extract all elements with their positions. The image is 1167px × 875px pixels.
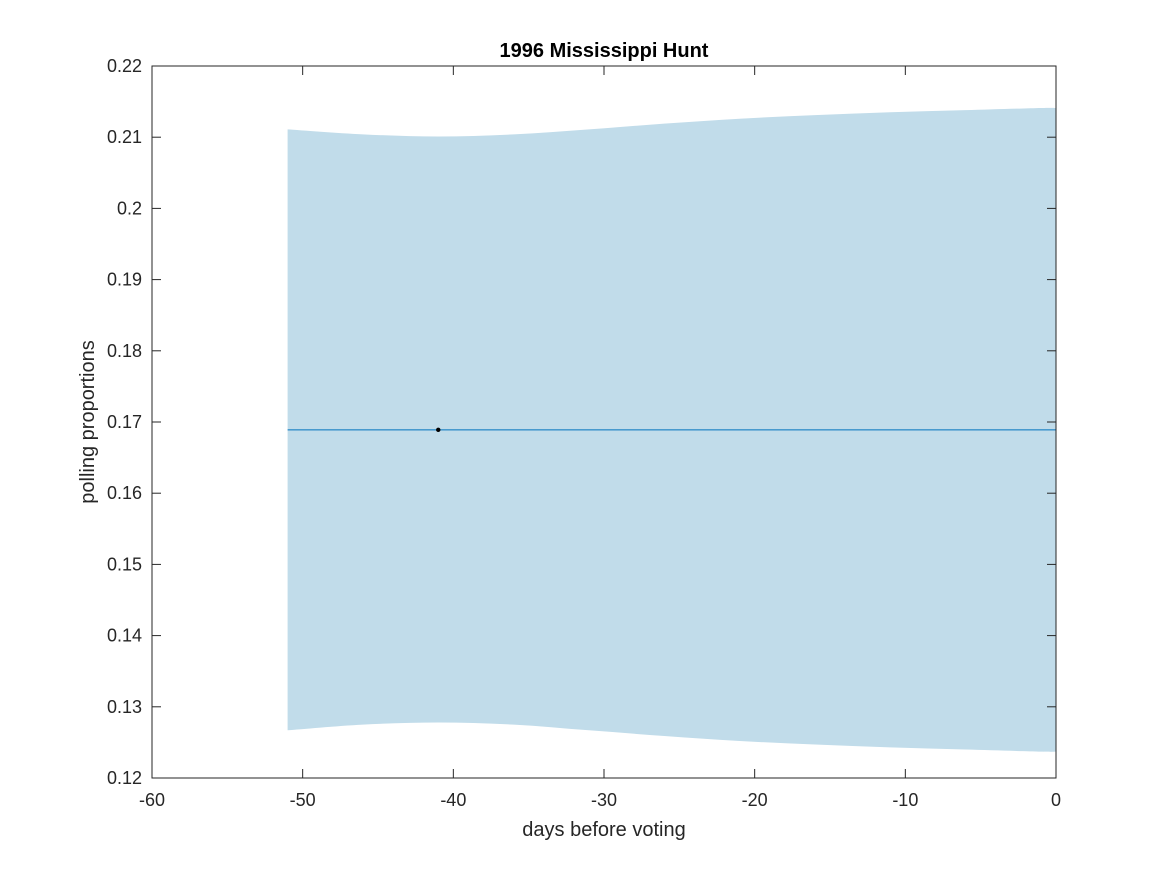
x-tick-label: -30 <box>591 790 617 810</box>
y-tick-label: 0.21 <box>107 127 142 147</box>
x-axis-label: days before voting <box>522 819 685 841</box>
x-tick-label: 0 <box>1051 790 1061 810</box>
y-tick-label: 0.13 <box>107 697 142 717</box>
y-tick-label: 0.18 <box>107 341 142 361</box>
x-tick-label: -60 <box>139 790 165 810</box>
y-tick-label: 0.17 <box>107 412 142 432</box>
x-tick-label: -10 <box>892 790 918 810</box>
x-tick-label: -40 <box>440 790 466 810</box>
y-tick-label: 0.12 <box>107 768 142 788</box>
x-tick-label: -50 <box>290 790 316 810</box>
y-tick-label: 0.22 <box>107 56 142 76</box>
x-tick-label: -20 <box>742 790 768 810</box>
tick-layer: -60 -50 -40 -30 -20 -10 0 0.12 0.13 0.14 0.15 0.16 0… <box>107 56 1061 810</box>
y-tick-label: 0.14 <box>107 626 142 646</box>
y-tick-label: 0.16 <box>107 483 142 503</box>
y-tick-label: 0.19 <box>107 270 142 290</box>
chart-title: 1996 Mississippi Hunt <box>500 40 709 62</box>
poll-point <box>436 427 441 433</box>
series-layer <box>287 107 1057 752</box>
y-tick-label: 0.2 <box>117 198 142 218</box>
y-tick-label: 0.15 <box>107 554 142 574</box>
y-axis-label: polling proportions <box>77 340 99 503</box>
